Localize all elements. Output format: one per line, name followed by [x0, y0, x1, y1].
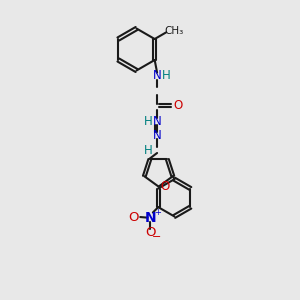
Text: O: O: [128, 211, 139, 224]
Text: N: N: [145, 211, 157, 225]
Text: H: H: [162, 69, 170, 82]
Text: O: O: [160, 180, 170, 193]
Text: N: N: [153, 129, 161, 142]
Text: N: N: [153, 115, 161, 128]
Text: O: O: [145, 226, 156, 239]
Text: +: +: [154, 208, 161, 217]
Text: O: O: [173, 99, 183, 112]
Text: H: H: [144, 115, 152, 128]
Text: CH₃: CH₃: [164, 26, 183, 36]
Text: N: N: [152, 69, 161, 82]
Text: −: −: [152, 232, 161, 242]
Text: H: H: [144, 143, 152, 157]
